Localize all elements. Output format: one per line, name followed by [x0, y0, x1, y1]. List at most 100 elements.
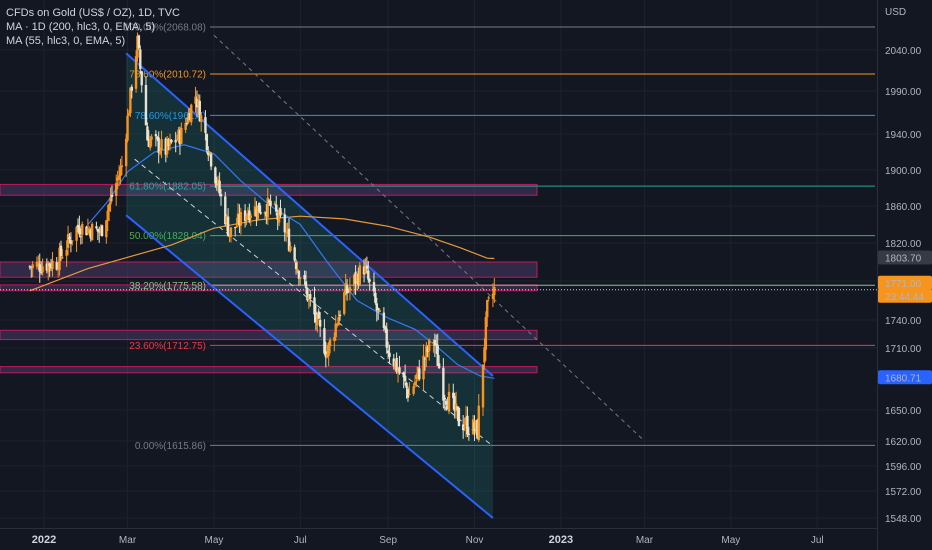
time-axis-tick: May	[721, 535, 740, 546]
candle-body	[467, 433, 471, 435]
price-axis-unit: USD	[885, 7, 906, 18]
ma-55-legend[interactable]: MA (55, hlc3, 0, EMA, 5)	[6, 35, 126, 47]
candle	[348, 277, 352, 301]
candle-body	[107, 204, 111, 212]
time-axis-tick: 2022	[32, 534, 56, 546]
price-axis-tick: 2040.00	[885, 46, 922, 57]
candle	[214, 166, 217, 188]
candle-body	[209, 153, 213, 167]
candle-body	[198, 100, 201, 122]
candle-body	[307, 296, 311, 300]
candle-body	[412, 386, 415, 394]
candle	[303, 270, 306, 286]
candle-body	[338, 314, 342, 317]
supply-demand-zones[interactable]	[0, 183, 538, 374]
candle-body	[147, 139, 150, 147]
candle	[368, 278, 371, 291]
candle	[37, 255, 40, 270]
chart-title[interactable]: CFDs on Gold (US$ / OZ), 1D, TVC	[6, 7, 181, 19]
candle-body	[357, 274, 360, 285]
candle	[134, 50, 138, 93]
candle	[79, 228, 83, 245]
candle	[99, 224, 102, 236]
candle-body	[318, 319, 322, 327]
price-axis[interactable]: USD 2040.00 1990.00 1940.00 1900.00 1860.00 1…	[885, 7, 922, 525]
candle	[110, 185, 114, 202]
candle	[396, 366, 400, 383]
candle-body	[28, 266, 32, 268]
candle-body	[168, 139, 172, 145]
candle	[215, 176, 218, 191]
candle-body	[443, 397, 446, 400]
candle-body	[487, 297, 490, 299]
candle-body	[289, 245, 292, 251]
ma-200-legend[interactable]: MA · 1D (200, hlc3, 0, EMA, 5)	[6, 21, 156, 33]
candle	[168, 133, 172, 151]
candle-body	[385, 328, 388, 348]
candle-body	[129, 87, 132, 114]
candle-body	[188, 113, 192, 121]
candle	[337, 310, 340, 326]
candle	[256, 205, 260, 222]
candle-body	[279, 208, 282, 216]
time-axis[interactable]: 2022 Mar May Jul Sep Nov 2023 Mar May Jul	[32, 534, 824, 546]
candle	[51, 251, 54, 277]
candle	[413, 375, 417, 388]
candle-body	[396, 370, 400, 372]
candle-body	[149, 139, 152, 148]
time-axis-tick: May	[204, 535, 223, 546]
candle	[324, 341, 328, 368]
price-axis-tick: 1860.00	[885, 202, 922, 213]
candle-body	[175, 139, 179, 141]
candle-body	[187, 113, 190, 123]
candle	[236, 203, 240, 228]
candle	[246, 207, 250, 221]
candle	[185, 117, 189, 126]
candle-body	[208, 151, 211, 153]
candle-body	[432, 341, 435, 343]
candle-body	[392, 358, 395, 367]
candle	[426, 345, 429, 358]
candle	[184, 118, 187, 134]
candle-body	[395, 357, 398, 372]
candle	[365, 256, 369, 274]
candle-body	[423, 358, 427, 360]
fibonacci-retracement[interactable]: 100.00%(2068.08) 78.60%(2010.72) 78.60%(19…	[124, 22, 875, 452]
candle	[487, 295, 490, 302]
candle	[309, 289, 312, 307]
trendline[interactable]	[213, 34, 645, 442]
candle-body	[98, 230, 101, 233]
candle	[314, 303, 318, 331]
candle-body	[96, 228, 100, 232]
candle	[367, 261, 370, 283]
candle	[248, 203, 251, 224]
candle-body	[71, 240, 74, 242]
candle	[253, 197, 257, 217]
candle	[85, 225, 88, 236]
channel-upper-line	[125, 52, 494, 377]
candle	[263, 211, 267, 220]
candle	[406, 386, 410, 402]
candle-body	[283, 214, 286, 233]
fib-level-label: 78.60%(2010.72)	[129, 70, 206, 81]
candle	[55, 257, 58, 271]
candle	[358, 261, 362, 287]
candle	[463, 417, 466, 432]
candle	[115, 174, 118, 206]
candle	[117, 164, 121, 187]
candle-body	[493, 286, 496, 296]
candle-body	[89, 230, 92, 239]
candle	[144, 76, 148, 127]
price-tag-bg	[878, 275, 932, 290]
time-axis-tick: 2023	[549, 534, 573, 546]
candle-body	[126, 115, 129, 141]
candle-body	[105, 220, 108, 238]
candle	[204, 110, 207, 141]
candle-body	[233, 227, 237, 229]
candle-body	[354, 272, 357, 284]
candle	[127, 109, 131, 116]
candle-body	[95, 226, 98, 229]
candle-body	[174, 139, 177, 143]
candle	[89, 227, 92, 242]
